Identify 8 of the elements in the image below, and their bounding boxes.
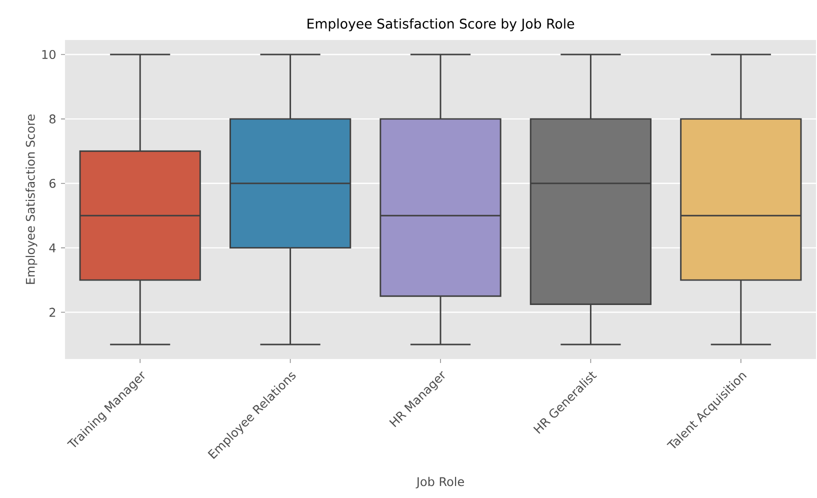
y-tick-label: 10 xyxy=(42,50,56,60)
y-tick-label: 2 xyxy=(50,308,56,317)
chart-title: Employee Satisfaction Score by Job Role xyxy=(308,18,574,32)
y-tick-label: 4 xyxy=(49,243,56,252)
x-axis-title: Job Role xyxy=(416,476,464,488)
y-tick-label: 6 xyxy=(50,178,56,188)
y-axis-title: Employee Satisfaction Score xyxy=(26,114,38,284)
y-tick-label: 8 xyxy=(49,114,56,124)
